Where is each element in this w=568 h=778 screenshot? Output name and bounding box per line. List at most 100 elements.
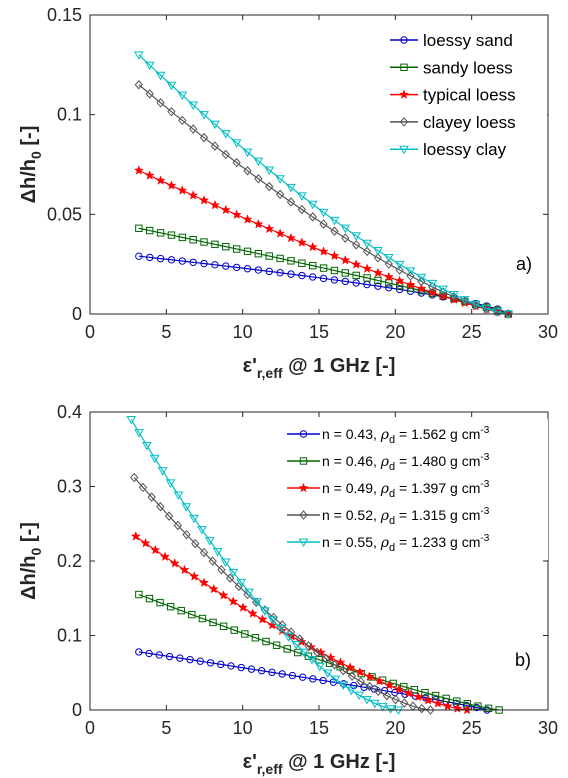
y-tick-label: 0.1	[57, 626, 82, 646]
data-point	[372, 267, 383, 278]
legend-marker	[399, 145, 409, 155]
data-point	[234, 581, 243, 592]
x-tick-label: 20	[385, 322, 405, 342]
data-point	[243, 265, 252, 273]
data-point	[339, 665, 348, 676]
data-point	[178, 257, 187, 265]
data-point	[288, 671, 297, 680]
data-point	[384, 680, 395, 690]
data-point	[416, 273, 427, 283]
data-point	[340, 254, 351, 265]
data-point	[318, 246, 329, 256]
data-point	[211, 240, 219, 249]
data-point	[230, 626, 238, 634]
legend-rho-sub: d	[389, 515, 395, 527]
data-point	[167, 256, 176, 264]
data-point	[268, 668, 276, 677]
data-point	[232, 245, 241, 253]
data-point	[178, 233, 187, 242]
x-tick-label: 15	[309, 718, 329, 738]
data-point	[177, 91, 188, 101]
data-point	[472, 703, 481, 712]
data-point	[265, 181, 274, 192]
data-point	[329, 216, 340, 226]
axes-box	[89, 14, 549, 315]
data-point	[413, 691, 424, 702]
data-point	[406, 271, 415, 281]
data-point	[242, 148, 253, 158]
data-point	[243, 247, 252, 256]
data-point	[206, 659, 215, 667]
data-point	[385, 279, 393, 287]
data-point	[254, 266, 263, 274]
data-point	[442, 700, 453, 711]
series-4	[134, 80, 513, 319]
legend-n: n = 0.49,	[322, 480, 381, 496]
data-point	[395, 265, 404, 275]
data-point	[287, 257, 295, 265]
data-point	[346, 686, 357, 696]
legend-box	[280, 419, 548, 560]
data-point	[189, 258, 197, 266]
data-point	[405, 279, 416, 290]
data-point	[126, 415, 137, 425]
data-point	[298, 271, 306, 280]
data-point	[492, 308, 503, 317]
data-point	[199, 111, 209, 120]
data-point	[427, 279, 438, 289]
data-point	[341, 233, 350, 243]
y-tick-label: 0.05	[47, 204, 82, 224]
data-point	[197, 526, 207, 535]
legend-entry: n = 0.52, ρd = 1.315 g cm-3	[287, 506, 490, 527]
data-point	[278, 670, 286, 678]
data-point	[364, 671, 375, 682]
data-point	[210, 141, 220, 151]
data-point	[252, 598, 262, 607]
data-point	[196, 657, 204, 665]
data-point	[341, 269, 350, 277]
data-point	[427, 287, 438, 297]
data-point	[298, 673, 307, 681]
data-point	[352, 240, 361, 250]
legend-entry: sandy loess	[390, 58, 513, 77]
legend-label: sandy loess	[423, 58, 513, 77]
data-point	[157, 467, 168, 476]
data-point	[330, 226, 339, 236]
y-label-rest: [-]	[18, 126, 40, 152]
legend-label: n = 0.52, ρd = 1.315 g cm-3	[322, 506, 490, 527]
data-point	[156, 501, 165, 512]
data-point	[330, 675, 341, 685]
data-point	[264, 223, 275, 234]
data-point	[403, 687, 414, 698]
data-point	[130, 472, 139, 483]
data-point	[231, 139, 242, 148]
data-point	[147, 492, 156, 502]
x-label-sub: r,eff	[257, 761, 283, 777]
legend-rho: ρ	[380, 481, 390, 497]
series-3	[133, 165, 514, 319]
data-point	[369, 699, 380, 709]
legend-rho: ρ	[380, 427, 390, 443]
legend-rho-val: = 1.315 g cm	[395, 507, 480, 523]
data-point	[225, 573, 235, 583]
data-point	[228, 596, 239, 606]
legend-exp: -3	[480, 452, 489, 463]
data-point	[243, 166, 252, 176]
data-point	[262, 637, 270, 646]
legend-rho-val: = 1.480 g cm	[395, 453, 480, 469]
data-point	[299, 648, 309, 658]
legend-n: n = 0.52,	[322, 507, 381, 523]
x-label-rest: @ 1 GHz [-]	[283, 751, 396, 773]
data-point	[377, 702, 388, 712]
data-point	[304, 641, 313, 651]
data-point	[287, 270, 295, 278]
data-point	[374, 282, 382, 290]
data-point	[220, 130, 231, 139]
data-point	[150, 544, 161, 555]
data-point	[189, 571, 200, 581]
chart-panel-a: 0 5 10 15 20 25 30 0 0.05 0.1 0.15 loessy sand sandy…	[18, 5, 558, 381]
data-point	[166, 81, 177, 91]
data-point	[177, 606, 185, 615]
data-point	[283, 645, 291, 653]
legend-rho-sub: d	[389, 461, 395, 473]
